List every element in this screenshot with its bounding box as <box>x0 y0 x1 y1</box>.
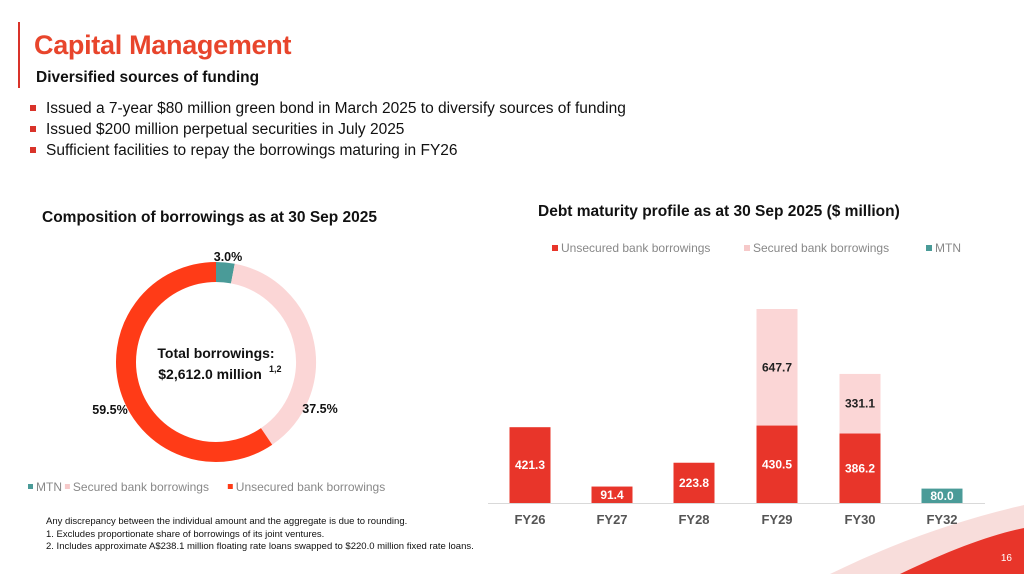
accent-bar <box>18 22 20 88</box>
x-tick-label: FY29 <box>761 512 792 527</box>
donut-legend-swatch <box>28 484 33 489</box>
footnote: Any discrepancy between the individual a… <box>46 516 408 527</box>
bar-segment <box>839 433 881 503</box>
bar-legend-swatch <box>926 245 932 251</box>
x-tick-label: FY27 <box>596 512 627 527</box>
bar-data-label: 421.3 <box>515 458 545 472</box>
donut-legend-swatch <box>227 484 233 489</box>
donut-center-superscript: 1,2 <box>269 364 282 374</box>
bar-data-label: 91.4 <box>600 488 624 502</box>
page-number: 16 <box>1000 553 1012 564</box>
bar-legend-swatch <box>744 245 750 251</box>
donut-legend-label: MTN <box>36 480 62 494</box>
footnote: 1. Excludes proportionate share of borro… <box>46 528 325 540</box>
bar-segment <box>756 309 798 426</box>
donut-chart-title: Composition of borrowings as at 30 Sep 2… <box>42 209 378 226</box>
x-tick-label: FY28 <box>678 512 709 527</box>
bullet-list: Issued a 7-year $80 million green bond i… <box>28 98 626 161</box>
donut-center-line2: $2,612.0 million <box>158 366 262 382</box>
decorative-swoosh <box>830 505 1024 574</box>
donut-legend-swatch <box>64 484 70 489</box>
x-tick-label: FY30 <box>844 512 875 527</box>
bar-data-label: 223.8 <box>679 476 709 490</box>
bar-data-label: 386.2 <box>845 461 875 475</box>
bar-data-label: 430.5 <box>762 457 792 471</box>
donut-center-line1: Total borrowings: <box>157 345 274 361</box>
bar-segment <box>591 486 633 503</box>
page-title: Capital Management <box>34 30 292 60</box>
x-tick-label: FY26 <box>514 512 545 527</box>
donut-slice-label: 59.5% <box>92 403 127 417</box>
bullet-item: Sufficient facilities to repay the borro… <box>28 140 626 161</box>
bar-segment <box>509 427 551 503</box>
bar-legend-swatch <box>552 245 558 251</box>
bar-legend-label: Unsecured bank borrowings <box>561 241 710 255</box>
donut-legend-label: Secured bank borrowings <box>73 480 209 494</box>
x-tick-label: FY32 <box>926 512 957 527</box>
donut-slice <box>230 263 316 445</box>
donut-slice <box>215 261 235 284</box>
footnotes: Any discrepancy between the individual a… <box>46 516 474 554</box>
bar-data-label: 80.0 <box>930 489 954 503</box>
bar-segment <box>673 462 715 503</box>
bar-segment <box>921 488 963 503</box>
bar-segment <box>839 373 881 434</box>
page-subtitle: Diversified sources of funding <box>36 69 260 86</box>
donut-legend-label: Unsecured bank borrowings <box>236 480 385 494</box>
footnote: 2. Includes approximate A$238.1 million … <box>46 541 474 552</box>
bullet-item: Issued a 7-year $80 million green bond i… <box>28 98 626 119</box>
donut-slice-label: 37.5% <box>302 402 337 416</box>
bar-legend-label: MTN <box>935 241 961 255</box>
bar-chart-title: Debt maturity profile as at 30 Sep 2025 … <box>538 203 900 220</box>
bullet-item: Issued $200 million perpetual securities… <box>28 119 626 140</box>
donut-slice <box>116 262 273 462</box>
donut-slice-label: 3.0% <box>214 250 243 264</box>
bar-data-label: 647.7 <box>762 360 792 374</box>
bar-segment <box>756 425 798 503</box>
bar-legend-label: Secured bank borrowings <box>753 241 889 255</box>
bar-data-label: 331.1 <box>845 397 875 411</box>
